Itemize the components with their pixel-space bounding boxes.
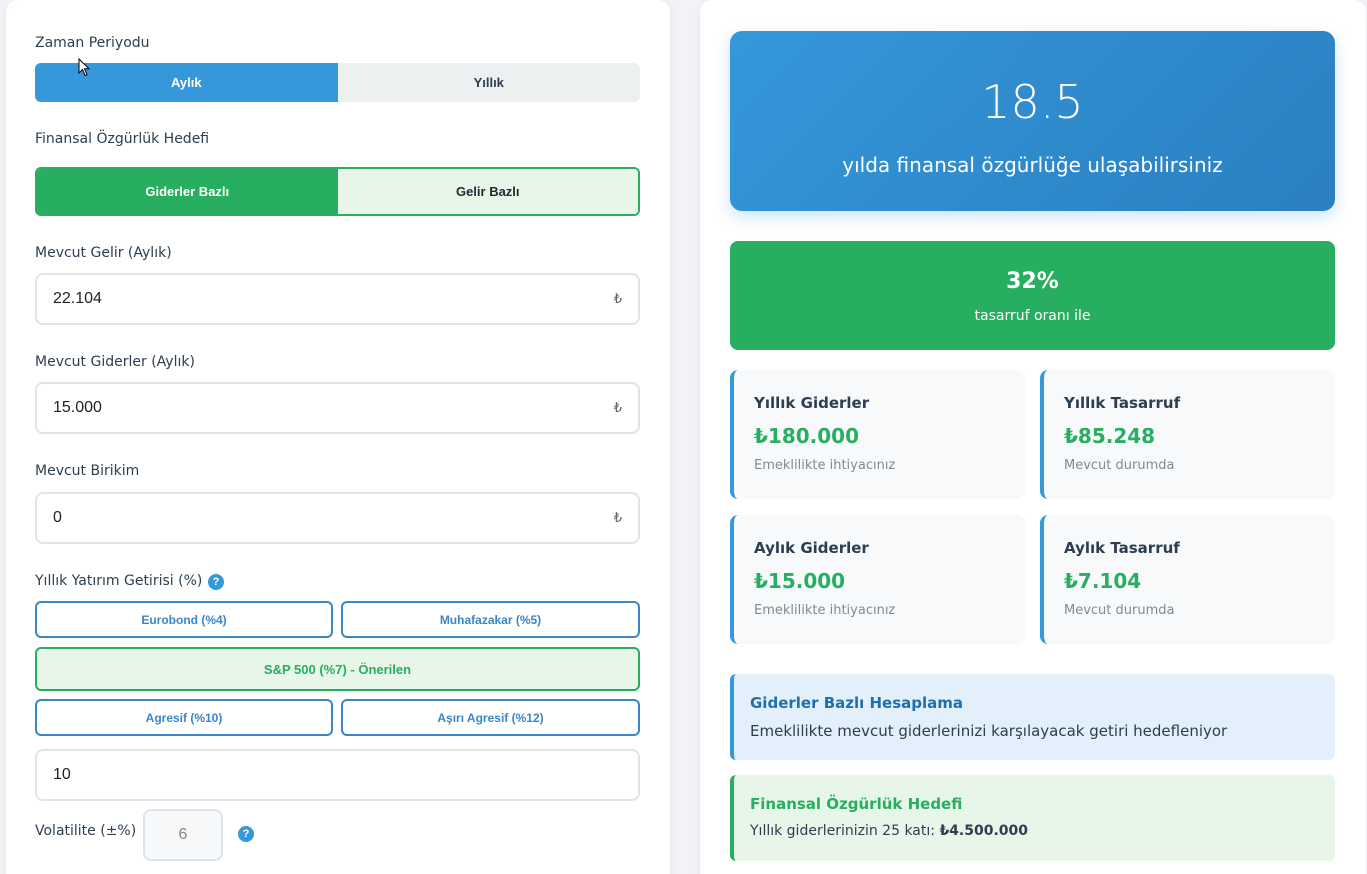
freedom-goal-title: Finansal Özgürlük Hedefi	[750, 795, 963, 813]
savings-rate-card: 32% tasarruf oranı ile	[730, 241, 1335, 350]
years-to-freedom-card: 18.5 yılda finansal özgürlüğe ulaşabilir…	[730, 31, 1335, 211]
stat-card-yearly-expenses: Yıllık Giderler ₺180.000 Emeklilikte iht…	[730, 370, 1025, 499]
stat-card-monthly-savings: Aylık Tasarruf ₺7.104 Mevcut durumda	[1040, 515, 1335, 644]
years-value: 18.5	[981, 75, 1084, 129]
results-panel: 18.5 yılda finansal özgürlüğe ulaşabilir…	[700, 0, 1366, 874]
calculation-info-title: Giderler Bazlı Hesaplama	[750, 694, 964, 712]
stat-card-monthly-expenses: Aylık Giderler ₺15.000 Emeklilikte ihtiy…	[730, 515, 1025, 644]
income-currency: ₺	[613, 291, 622, 307]
volatility-field[interactable]	[143, 809, 223, 861]
freedom-goal-box: Finansal Özgürlük Hedefi Yıllık giderler…	[730, 775, 1335, 861]
stat-subtitle: Mevcut durumda	[1064, 458, 1175, 473]
volatility-input[interactable]	[163, 826, 203, 844]
savings-label: Mevcut Birikim	[35, 463, 140, 479]
savings-input[interactable]	[53, 509, 614, 527]
years-caption: yılda finansal özgürlüğe ulaşabilirsiniz	[842, 153, 1223, 177]
income-field[interactable]: ₺	[35, 273, 640, 325]
volatility-label: Volatilite (±%)	[35, 823, 137, 839]
stat-subtitle: Emeklilikte ihtiyacınız	[754, 603, 896, 618]
preset-conservative-button[interactable]: Muhafazakar (%5)	[341, 601, 640, 638]
expenses-currency: ₺	[613, 400, 622, 416]
return-help-icon[interactable]: ?	[208, 574, 224, 590]
stat-card-yearly-savings: Yıllık Tasarruf ₺85.248 Mevcut durumda	[1040, 370, 1335, 499]
return-input[interactable]	[53, 766, 622, 784]
period-yearly-button[interactable]: Yıllık	[473, 75, 504, 90]
calculation-info-box: Giderler Bazlı Hesaplama Emeklilikte mev…	[730, 674, 1335, 760]
input-panel: Zaman Periyodu Aylık Yıllık Finansal Özg…	[6, 0, 670, 874]
preset-aggressive-button[interactable]: Agresif (%10)	[35, 699, 333, 736]
expenses-label: Mevcut Giderler (Aylık)	[35, 354, 195, 370]
period-toggle: Aylık Yıllık	[35, 63, 640, 102]
freedom-goal-body: Yıllık giderlerinizin 25 katı: ₺4.500.00…	[750, 823, 1319, 839]
stat-title: Yıllık Giderler	[754, 394, 870, 412]
preset-very-aggressive-button[interactable]: Aşırı Agresif (%12)	[341, 699, 640, 736]
stat-value: ₺180.000	[754, 424, 860, 448]
expenses-field[interactable]: ₺	[35, 382, 640, 434]
return-field[interactable]	[35, 749, 640, 801]
stat-value: ₺15.000	[754, 569, 846, 593]
savings-rate-value: 32%	[1006, 269, 1059, 294]
expenses-input[interactable]	[53, 399, 614, 417]
stat-value: ₺85.248	[1064, 424, 1156, 448]
stat-title: Aylık Tasarruf	[1064, 539, 1180, 557]
mouse-pointer-icon	[78, 58, 90, 77]
freedom-goal-prefix: Yıllık giderlerinizin 25 katı:	[750, 823, 940, 839]
calculation-info-body: Emeklilikte mevcut giderlerinizi karşıla…	[750, 722, 1228, 740]
stat-title: Aylık Giderler	[754, 539, 869, 557]
preset-eurobond-button[interactable]: Eurobond (%4)	[35, 601, 333, 638]
freedom-goal-amount: ₺4.500.000	[939, 823, 1029, 839]
stat-title: Yıllık Tasarruf	[1064, 394, 1181, 412]
goal-toggle: Giderler Bazlı Gelir Bazlı	[35, 167, 640, 216]
stat-value: ₺7.104	[1064, 569, 1142, 593]
volatility-help-icon[interactable]: ?	[238, 826, 254, 842]
period-label: Zaman Periyodu	[35, 35, 150, 51]
income-input[interactable]	[53, 290, 614, 308]
goal-income-based-button[interactable]: Gelir Bazlı	[337, 169, 638, 214]
income-label: Mevcut Gelir (Aylık)	[35, 245, 172, 261]
stat-subtitle: Emeklilikte ihtiyacınız	[754, 458, 896, 473]
savings-field[interactable]: ₺	[35, 492, 640, 544]
stat-subtitle: Mevcut durumda	[1064, 603, 1175, 618]
preset-sp500-button[interactable]: S&P 500 (%7) - Önerilen	[35, 647, 640, 691]
return-label: Yıllık Yatırım Getirisi (%)	[35, 573, 203, 589]
period-monthly-button[interactable]: Aylık	[35, 63, 338, 102]
savings-rate-caption: tasarruf oranı ile	[974, 308, 1091, 324]
goal-label: Finansal Özgürlük Hedefi	[35, 131, 210, 147]
savings-currency: ₺	[613, 510, 622, 526]
goal-expense-based-button[interactable]: Giderler Bazlı	[37, 169, 338, 214]
